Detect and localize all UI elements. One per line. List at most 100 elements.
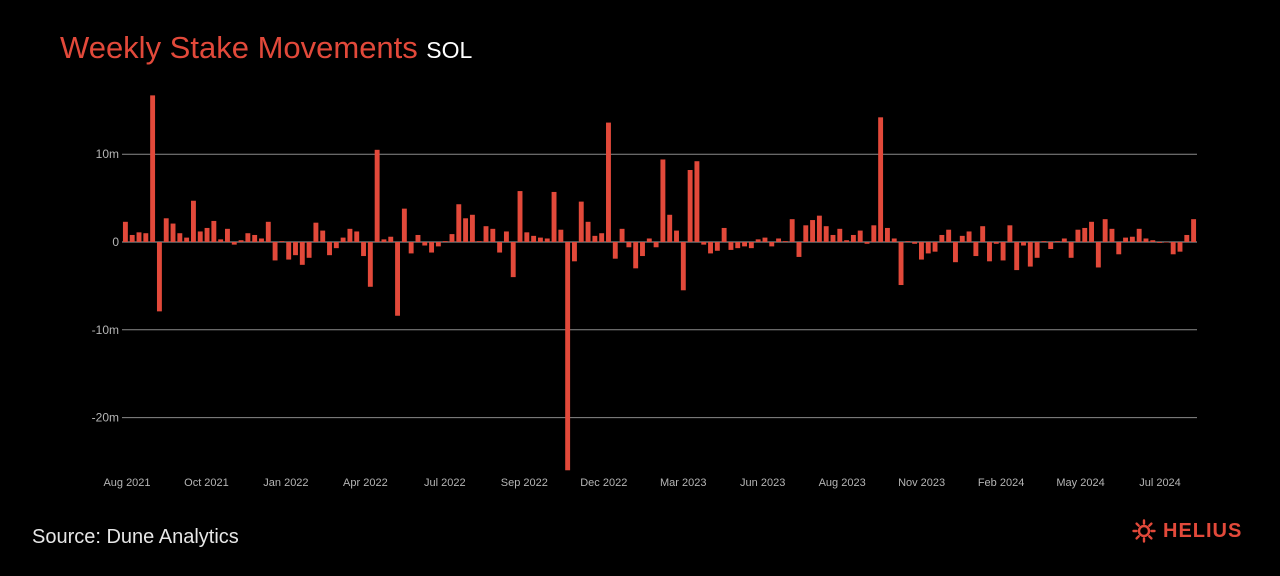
bar [122,221,128,242]
bar [374,149,380,242]
bar [381,239,387,242]
bar [245,233,251,242]
bar [435,242,441,247]
x-tick-label: May 2024 [1056,477,1104,489]
bar [850,234,856,242]
bar [503,231,509,242]
bar [925,242,931,254]
bar [361,242,366,257]
bar [721,227,727,242]
bar [810,220,816,242]
bar [551,191,557,242]
bar [449,234,455,242]
bar [646,238,652,242]
bar [163,218,169,242]
bar [286,242,292,260]
bar [701,242,707,245]
bar [884,227,890,242]
bar [408,242,414,254]
bar [524,232,530,242]
unit-label: SOL [426,37,473,63]
source-note: Source: Dune Analytics [32,526,239,548]
bar [789,219,795,242]
bar [1109,228,1115,242]
bar [830,234,836,242]
bar [490,228,496,242]
bar [238,240,244,242]
x-tick-label: Sep 2022 [501,477,548,489]
bar [136,232,142,242]
bar [388,236,394,242]
bar [354,231,360,242]
x-tick-label: Apr 2022 [343,477,388,489]
bar [347,228,353,242]
bar [946,229,952,242]
bar [953,242,958,263]
x-tick-label: Nov 2023 [898,477,945,489]
bar [429,242,435,253]
bar [395,242,401,316]
bar [544,238,550,242]
bar [1055,241,1060,242]
bar [517,191,523,242]
helius-logo: HELIUS [1132,519,1242,543]
x-tick-label: Jan 2022 [263,477,308,489]
bar [1021,242,1026,246]
bar [415,234,421,242]
bar [1048,242,1054,250]
bar [442,241,448,242]
bar [878,117,884,242]
bar [987,242,992,262]
bar-chart: 10m 0 -10m -20m Aug 2021 Oct 2021 Jan 2022 Apr … [92,95,1197,489]
y-tick-label: -20m [92,411,119,425]
x-tick-label: Aug 2023 [819,477,866,489]
title-text: Weekly Stake Movements [60,30,418,65]
bar [143,233,149,242]
bar [1061,238,1067,242]
brand-name: HELIUS [1163,519,1243,542]
bar [1082,227,1088,242]
bar [531,235,537,242]
bar [939,234,945,242]
bar [816,215,822,242]
bar [640,242,645,257]
x-tick-label: Feb 2024 [978,477,1024,489]
bar [1123,237,1129,242]
bar [1007,225,1013,242]
bar [572,242,577,262]
bar [633,242,639,269]
bar [320,230,326,242]
bar [857,230,863,242]
bar [340,237,346,242]
bar [231,242,237,245]
bar [1157,242,1163,243]
bar [184,237,190,242]
bar [626,242,632,248]
bar [279,241,285,242]
bar [463,218,469,242]
bar [864,242,870,244]
bar [218,239,224,242]
bar [762,237,768,242]
bar [612,242,618,259]
bar [1075,229,1081,242]
bar [537,237,543,242]
bar [844,240,850,242]
bar [918,242,924,260]
bar [197,231,203,242]
bar [1068,242,1074,258]
bar [803,225,809,242]
bar [1191,219,1197,242]
bar [1089,221,1094,242]
bar [259,238,264,242]
bar [708,242,713,254]
bar [823,226,829,242]
bar [755,239,761,242]
bar [211,220,217,242]
bar [156,242,162,312]
bar [1041,241,1047,242]
bar [327,242,332,256]
y-tick-label: -10m [92,323,119,337]
bar [565,242,571,471]
bar [694,161,700,242]
